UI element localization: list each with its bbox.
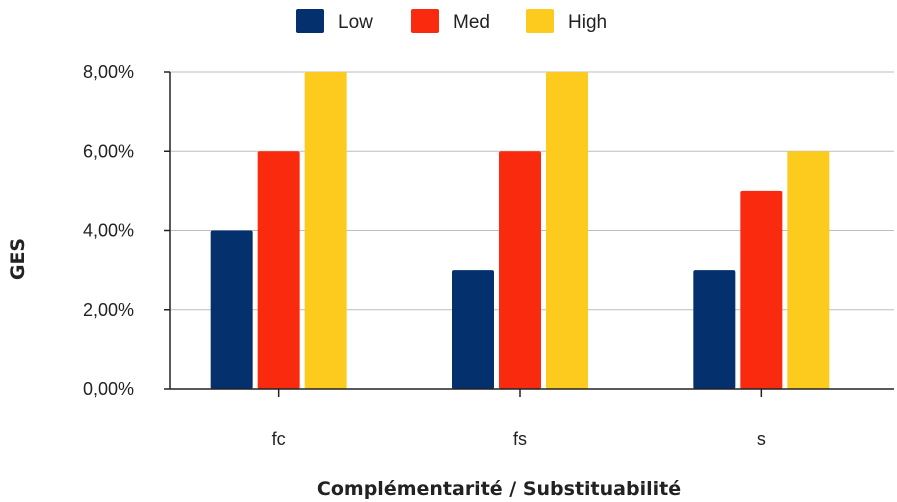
bar-high-s — [787, 151, 830, 389]
legend-swatch-med — [411, 9, 439, 33]
bars — [210, 72, 830, 389]
bar-high-fs — [546, 72, 588, 389]
bar-med-fc — [257, 151, 300, 389]
y-axis-title: GES — [7, 238, 29, 280]
legend-swatch-high — [526, 9, 554, 33]
x-axis-title: Complémentarité / Substituabilité — [317, 478, 681, 500]
bar-med-s — [740, 190, 783, 389]
x-tick-label: fs — [513, 429, 527, 449]
bar-high-fc — [304, 72, 347, 389]
y-tick-label: 2,00% — [83, 300, 134, 320]
y-tick-label: 8,00% — [83, 62, 134, 82]
legend-label-low: Low — [338, 12, 373, 33]
x-tick-label: s — [757, 429, 766, 449]
y-tick-label: 0,00% — [83, 379, 134, 399]
legend-label-med: Med — [453, 12, 490, 33]
legend-label-high: High — [568, 12, 607, 33]
bar-low-fc — [210, 230, 253, 389]
bar-med-fs — [499, 151, 541, 389]
legend-swatch-low — [296, 9, 324, 33]
y-axis-ticks: 0,00% 2,00% 4,00% 6,00% 8,00% — [83, 62, 170, 399]
y-tick-label: 4,00% — [83, 221, 134, 241]
bar-low-s — [693, 270, 736, 389]
x-tick-label: fc — [272, 429, 286, 449]
y-tick-label: 6,00% — [83, 141, 134, 161]
bar-low-fs — [452, 270, 494, 389]
x-axis-ticks: fc fs s — [272, 389, 766, 449]
legend: Low Med High — [296, 9, 607, 33]
